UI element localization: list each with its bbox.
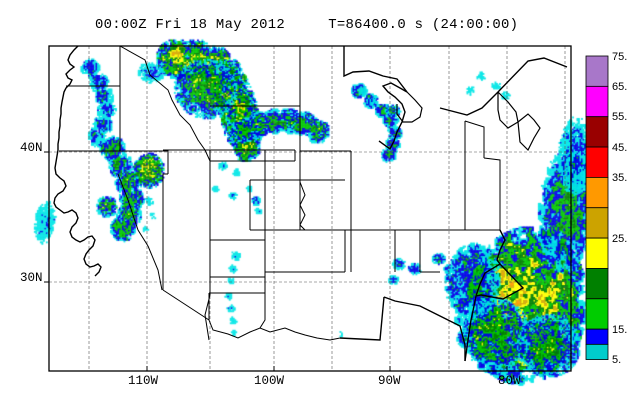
svg-text:55.: 55. bbox=[612, 111, 627, 123]
svg-text:15.: 15. bbox=[612, 324, 627, 336]
svg-text:25.: 25. bbox=[612, 233, 627, 245]
svg-text:65.: 65. bbox=[612, 81, 627, 93]
svg-text:45.: 45. bbox=[612, 142, 627, 154]
svg-text:5.: 5. bbox=[612, 354, 621, 366]
svg-text:75.: 75. bbox=[612, 51, 627, 63]
svg-text:35.: 35. bbox=[612, 172, 627, 184]
